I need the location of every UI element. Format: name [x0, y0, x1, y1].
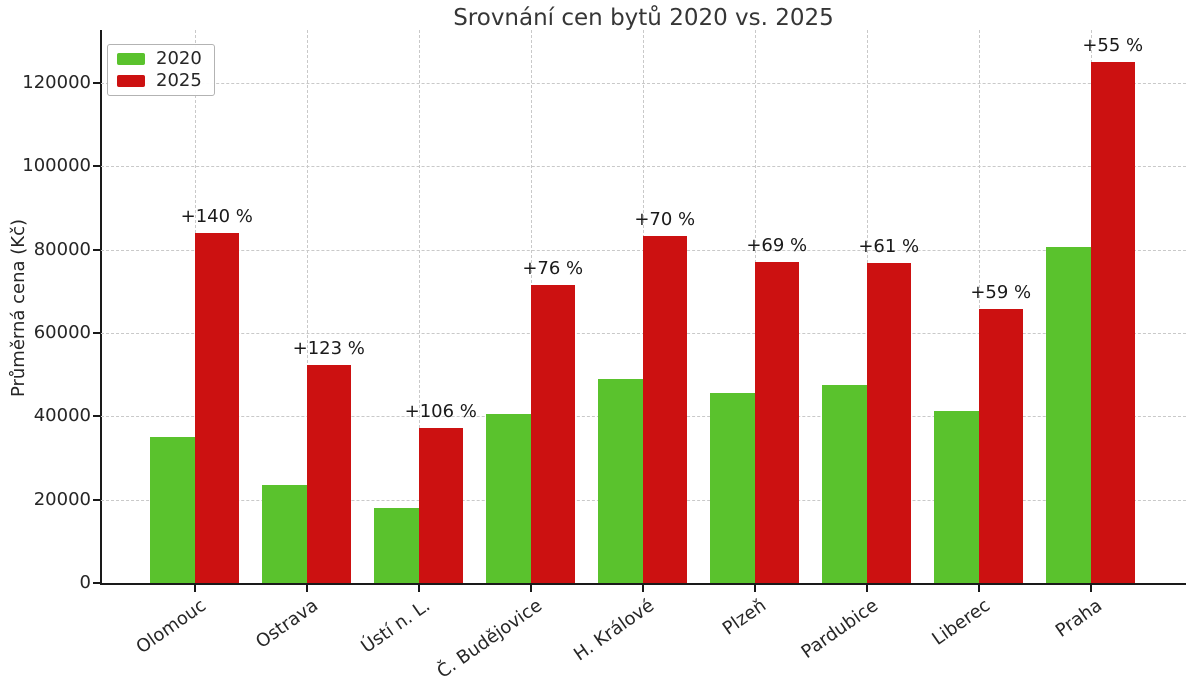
bar-2020-Plzeň [710, 393, 755, 583]
x-tick-mark [641, 585, 644, 592]
y-tick-mark [93, 82, 100, 85]
bar-2025-Plzeň [754, 261, 799, 583]
gridline-horizontal [101, 166, 1186, 168]
pct-annotation: +59 % [970, 282, 1032, 304]
bar-2025-Praha [1090, 62, 1135, 583]
bar-2025-Olomouc [194, 233, 239, 583]
bar-2025-Liberec [978, 309, 1023, 583]
y-tick-mark [93, 582, 100, 584]
y-tick-label: 100000 [22, 155, 91, 177]
bar-2020-Č. Budějovice [486, 413, 531, 583]
legend-swatch-2025 [117, 75, 145, 87]
bar-2025-Č. Budějovice [530, 285, 575, 583]
y-tick-mark [93, 248, 100, 251]
y-tick-label: 60000 [33, 322, 91, 344]
chart-title: Srovnání cen bytů 2020 vs. 2025 [453, 5, 834, 31]
y-tick-mark [93, 165, 100, 168]
bar-2025-Pardubice [866, 263, 911, 583]
y-axis-spine [100, 30, 102, 585]
legend-item-2025: 2025 [117, 72, 202, 90]
bar-2020-Liberec [934, 410, 979, 583]
y-tick-label: 80000 [33, 238, 91, 260]
y-tick-mark [93, 415, 100, 418]
pct-annotation: +55 % [1082, 35, 1144, 57]
pct-annotation: +76 % [522, 258, 584, 280]
x-tick-mark [865, 585, 868, 592]
bar-2020-Ostrava [262, 485, 307, 583]
bar-2025-Ostrava [306, 364, 351, 583]
x-tick-mark [753, 585, 756, 592]
gridline-vertical [978, 30, 980, 583]
y-tick-mark [93, 498, 100, 501]
pct-annotation: +140 % [180, 206, 253, 228]
bar-2020-Pardubice [822, 384, 867, 583]
bar-2025-Ústí n. L. [418, 428, 463, 583]
plot-area: +140 % +123 % +106 % +76 % +70 % +69 % +61 % +5… [22, 30, 1186, 683]
y-tick-label: 20000 [33, 488, 91, 510]
y-axis-label: Průměrná cena (Kč) [8, 218, 29, 398]
y-tick-label: 0 [79, 572, 91, 593]
bar-2020-H. Králové [598, 378, 643, 583]
x-tick-mark [305, 585, 308, 592]
gridline-vertical [306, 30, 308, 583]
legend-item-2020: 2020 [117, 50, 202, 68]
legend: 2020 2025 [107, 44, 215, 96]
x-tick-mark [977, 585, 980, 592]
gridline-horizontal [101, 83, 1186, 85]
y-tick-mark [93, 332, 100, 335]
y-tick-label: 40000 [33, 405, 91, 427]
x-tick-mark [193, 585, 196, 592]
gridline-vertical [418, 30, 420, 583]
x-tick-mark [529, 585, 532, 592]
legend-swatch-2020 [117, 53, 145, 65]
legend-label-2025: 2025 [156, 70, 202, 91]
pct-annotation: +69 % [746, 234, 808, 256]
x-axis-spine [100, 583, 1186, 585]
pct-annotation: +106 % [404, 401, 477, 423]
pct-annotation: +70 % [634, 208, 696, 230]
bar-2020-Ústí n. L. [374, 508, 419, 583]
x-tick-mark [1089, 585, 1092, 592]
bar-2020-Olomouc [150, 437, 195, 583]
legend-label-2020: 2020 [156, 48, 202, 69]
y-tick-label: 120000 [22, 72, 91, 94]
x-tick-mark [417, 585, 420, 592]
pct-annotation: +123 % [292, 337, 365, 359]
bar-2020-Praha [1046, 246, 1091, 583]
bar-2025-H. Králové [642, 235, 687, 583]
pct-annotation: +61 % [858, 236, 920, 258]
